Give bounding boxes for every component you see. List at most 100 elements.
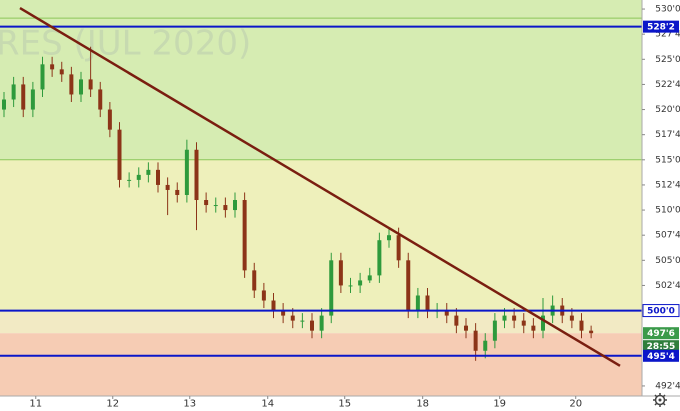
candle-body: [252, 270, 257, 291]
candle-body: [541, 315, 545, 331]
candle-body: [348, 285, 353, 287]
y-tick-label: 507'4: [655, 231, 680, 241]
candle-body: [79, 79, 83, 95]
candle-body: [59, 69, 64, 75]
candle-body: [358, 280, 363, 286]
price-label-box: [642, 304, 680, 318]
candle-body: [213, 205, 218, 207]
candle-body: [579, 320, 584, 331]
candle-body: [271, 300, 276, 311]
candle-body: [329, 260, 334, 316]
candle-body: [502, 315, 507, 321]
candle-body: [521, 320, 526, 326]
y-tick-label: 517'4: [655, 130, 680, 140]
candle-body: [21, 84, 26, 110]
candle-body: [88, 79, 93, 90]
candle-body: [156, 169, 160, 185]
y-tick-label: 492'4: [655, 381, 680, 391]
y-tick-label: 525'0: [655, 55, 680, 65]
candle-body: [11, 84, 16, 100]
candle-body: [492, 320, 497, 341]
candle-body: [261, 290, 266, 301]
candle-body: [184, 149, 189, 195]
zone: [0, 333, 642, 396]
watermark: RES (JUL 2020): [0, 24, 251, 64]
candle-body: [396, 235, 401, 261]
candle-body: [444, 310, 449, 316]
candle-body: [367, 275, 372, 281]
candle-body: [377, 240, 382, 276]
candle-body: [2, 99, 6, 110]
gear-hub[interactable]: [658, 398, 662, 402]
price-label: 495'4: [647, 352, 675, 362]
candle-body: [387, 235, 391, 241]
candle-body: [569, 315, 574, 321]
y-tick-label: 512'4: [655, 180, 680, 190]
candle-body: [406, 260, 411, 311]
settings-icon[interactable]: [653, 393, 667, 407]
y-tick-label: 527'4: [655, 30, 680, 40]
candle-body: [117, 129, 122, 180]
candle-body: [136, 174, 141, 180]
candle-body: [290, 315, 295, 321]
candle-body: [338, 260, 343, 286]
price-label-box: [643, 327, 679, 340]
price-label: 500'0: [647, 307, 675, 317]
candle-body: [127, 179, 132, 181]
candle-body: [30, 89, 35, 110]
candle-body: [531, 325, 536, 331]
candle-body: [98, 89, 103, 110]
candle-body: [454, 315, 459, 326]
y-tick-label: 502'4: [655, 281, 680, 291]
candle-body: [242, 200, 247, 271]
x-tick-label: 15: [338, 399, 351, 410]
countdown-box: [643, 340, 679, 353]
candle-body: [589, 330, 594, 334]
candle-body: [233, 200, 237, 211]
candle-body: [310, 320, 314, 331]
zone: [0, 159, 642, 311]
x-tick-label: 13: [183, 399, 196, 410]
candle-body: [464, 325, 468, 331]
x-tick-label: 20: [569, 399, 582, 410]
candle-body: [40, 64, 45, 90]
price-label: 497'6: [647, 329, 675, 339]
candle-body: [194, 149, 199, 201]
trendline: [19, 6, 621, 367]
plot-area: RES (JUL 2020): [0, 0, 642, 396]
y-tick-label: 530'0: [655, 5, 680, 15]
time-axis: [0, 396, 680, 411]
candle-body: [512, 315, 517, 321]
candle-body: [473, 330, 478, 351]
candle-body: [107, 109, 112, 130]
candle-body: [415, 295, 420, 311]
y-tick-label: 505'0: [655, 256, 680, 266]
countdown: 28:55: [647, 342, 676, 352]
y-tick-label: 522'4: [655, 80, 680, 90]
price-label-box: [643, 20, 679, 33]
x-tick-label: 14: [261, 399, 274, 410]
candle-body: [425, 295, 430, 311]
candle-body: [69, 74, 74, 95]
x-tick-label: 19: [493, 399, 506, 410]
y-tick-label: 515'0: [655, 155, 680, 165]
candle-body: [204, 200, 209, 206]
x-tick-label: 18: [416, 399, 429, 410]
candle-body: [50, 64, 55, 70]
candle-body: [483, 340, 488, 351]
y-tick-label: 520'0: [655, 105, 680, 115]
candle-body: [165, 184, 170, 190]
candle-body: [175, 189, 180, 195]
candle-body: [300, 320, 305, 322]
candle-body: [223, 205, 228, 211]
gear-teeth[interactable]: [653, 393, 667, 407]
candle-body: [319, 315, 324, 331]
price-label-box: [643, 349, 679, 362]
x-tick-label: 11: [29, 399, 42, 410]
candle-body: [281, 310, 286, 316]
candle-body: [146, 169, 151, 175]
x-tick-label: 12: [106, 399, 119, 410]
price-label: 528'2: [647, 23, 675, 33]
